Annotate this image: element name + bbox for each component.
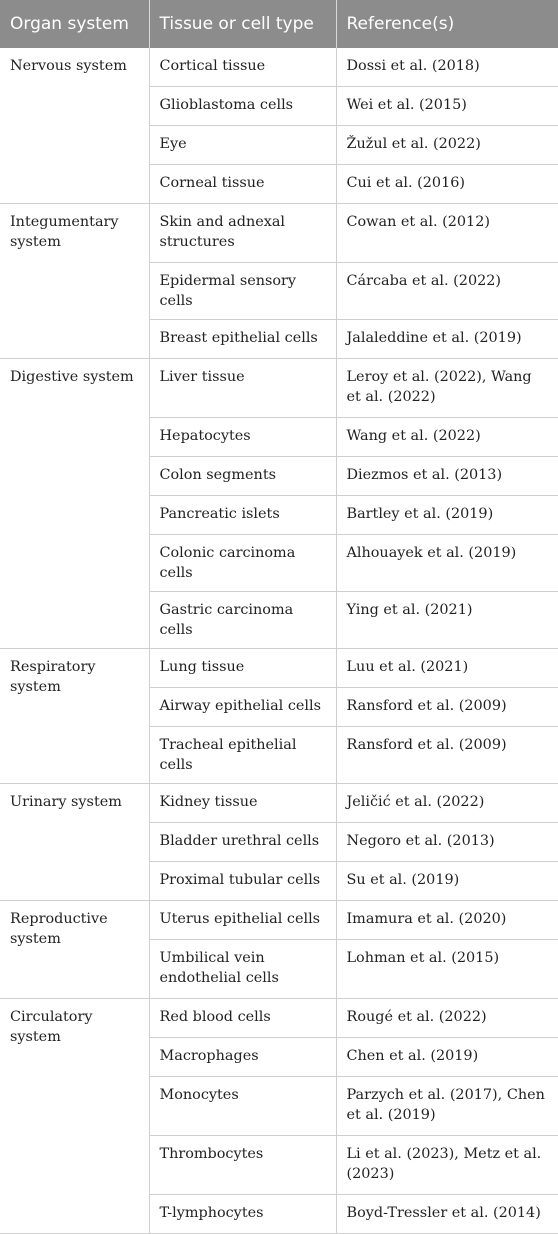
table-row: Respiratory system Lung tissue Luu et al. …: [0, 648, 558, 784]
table-row: Macrophages Chen et al. (2019): [0, 1037, 558, 1077]
tissue-cell: Cortical tissue: [148, 48, 336, 87]
table-row: Epidermal sensory cells Cárcaba et al. (2…: [0, 262, 558, 320]
reference-cell: Luu et al. (2021): [335, 648, 558, 688]
tissue-cell: Tracheal epithelial cells: [148, 726, 336, 784]
reference-cell: Chen et al. (2019): [335, 1037, 558, 1077]
table-row: Glioblastoma cells Wei et al. (2015): [0, 86, 558, 126]
reference-cell: Žužul et al. (2022): [335, 125, 558, 165]
reference-cell: Cowan et al. (2012): [335, 203, 558, 263]
tissue-cell: Liver tissue: [148, 358, 336, 418]
table-row: Gastric carcinoma cells Ying et al. (2021…: [0, 591, 558, 649]
tissue-cell: Uterus epithelial cells: [148, 900, 336, 940]
tissue-cell: Corneal tissue: [148, 164, 336, 204]
tissue-cell: Colonic carcinoma cells: [148, 534, 336, 592]
tissue-cell: Pancreatic islets: [148, 495, 336, 535]
table-row: Colonic carcinoma cells Alhouayek et al. …: [0, 534, 558, 592]
table-row: Digestive system Liver tissue Leroy et al.…: [0, 358, 558, 649]
tissue-cell: Lung tissue: [148, 648, 336, 688]
reference-cell: Negoro et al. (2013): [335, 822, 558, 862]
table-row: Bladder urethral cells Negoro et al. (201…: [0, 822, 558, 862]
organ-system-cell: Respiratory system: [0, 648, 149, 784]
tissue-cell: Proximal tubular cells: [148, 861, 336, 901]
tissue-cell: T-lymphocytes: [148, 1194, 336, 1234]
reference-cell: Leroy et al. (2022), Wang et al. (2022): [335, 358, 558, 418]
reference-cell: Wei et al. (2015): [335, 86, 558, 126]
reference-cell: Alhouayek et al. (2019): [335, 534, 558, 592]
reference-cell: Jalaleddine et al. (2019): [335, 319, 558, 359]
reference-cell: Li et al. (2023), Metz et al. (2023): [335, 1135, 558, 1195]
table-row: Monocytes Parzych et al. (2017), Chen et …: [0, 1076, 558, 1136]
reference-cell: Jeličić et al. (2022): [335, 783, 558, 823]
table-row: Colon segments Diezmos et al. (2013): [0, 456, 558, 496]
table-row: Hepatocytes Wang et al. (2022): [0, 417, 558, 457]
organ-system-cell: Reproductive system: [0, 900, 149, 999]
reference-cell: Wang et al. (2022): [335, 417, 558, 457]
reference-cell: Bartley et al. (2019): [335, 495, 558, 535]
reference-cell: Ying et al. (2021): [335, 591, 558, 649]
tissue-cell: Breast epithelial cells: [148, 319, 336, 359]
reference-cell: Rougé et al. (2022): [335, 998, 558, 1038]
organ-system-cell: Circulatory system: [0, 998, 149, 1234]
tissue-cell: Thrombocytes: [148, 1135, 336, 1195]
reference-cell: Su et al. (2019): [335, 861, 558, 901]
tissue-cell: Eye: [148, 125, 336, 165]
table-row: Proximal tubular cells Su et al. (2019): [0, 861, 558, 901]
organ-system-cell: Integumentary system: [0, 203, 149, 359]
organ-system-cell: Nervous system: [0, 48, 149, 204]
table-row: Eye Žužul et al. (2022): [0, 125, 558, 165]
tissue-cell: Colon segments: [148, 456, 336, 496]
reference-cell: Imamura et al. (2020): [335, 900, 558, 940]
table-row: Tracheal epithelial cells Ransford et al.…: [0, 726, 558, 784]
tissue-cell: Monocytes: [148, 1076, 336, 1136]
tissue-cell: Kidney tissue: [148, 783, 336, 823]
reference-cell: Ransford et al. (2009): [335, 687, 558, 727]
table-row: Integumentary system Skin and adnexal str…: [0, 203, 558, 359]
tissue-cell: Epidermal sensory cells: [148, 262, 336, 320]
reference-cell: Diezmos et al. (2013): [335, 456, 558, 496]
table-row: Pancreatic islets Bartley et al. (2019): [0, 495, 558, 535]
tissue-cell: Hepatocytes: [148, 417, 336, 457]
tissue-cell: Umbilical vein endothelial cells: [148, 939, 336, 999]
table-row: Umbilical vein endothelial cells Lohman e…: [0, 939, 558, 999]
tissue-cell: Skin and adnexal structures: [148, 203, 336, 263]
table-body: Nervous system Cortical tissue Dossi et al…: [0, 48, 558, 1234]
header-references: Reference(s): [335, 0, 558, 48]
tissue-cell: Glioblastoma cells: [148, 86, 336, 126]
table-header: Organ system Tissue or cell type Referen…: [0, 0, 558, 48]
table-row: Corneal tissue Cui et al. (2016): [0, 164, 558, 204]
table-row: Circulatory system Red blood cells Rougé e…: [0, 998, 558, 1234]
table-row: Breast epithelial cells Jalaleddine et al…: [0, 319, 558, 359]
tissue-cell: Airway epithelial cells: [148, 687, 336, 727]
header-tissue-or-cell-type: Tissue or cell type: [148, 0, 336, 48]
header-row: Organ system Tissue or cell type Referen…: [0, 0, 558, 48]
table-row: Nervous system Cortical tissue Dossi et al…: [0, 48, 558, 204]
table-row: Airway epithelial cells Ransford et al. (…: [0, 687, 558, 727]
reference-cell: Ransford et al. (2009): [335, 726, 558, 784]
reference-cell: Dossi et al. (2018): [335, 48, 558, 87]
tissue-cell: Gastric carcinoma cells: [148, 591, 336, 649]
table-row: Urinary system Kidney tissue Jeličić et al…: [0, 783, 558, 901]
organ-system-cell: Digestive system: [0, 358, 149, 649]
reference-cell: Parzych et al. (2017), Chen et al. (2019…: [335, 1076, 558, 1136]
tissue-cell: Macrophages: [148, 1037, 336, 1077]
reference-cell: Lohman et al. (2015): [335, 939, 558, 999]
header-organ-system: Organ system: [0, 0, 149, 48]
tissue-cell: Bladder urethral cells: [148, 822, 336, 862]
tissue-cell: Red blood cells: [148, 998, 336, 1038]
table-row: Reproductive system Uterus epithelial cel…: [0, 900, 558, 999]
reference-cell: Cui et al. (2016): [335, 164, 558, 204]
reference-cell: Boyd-Tressler et al. (2014): [335, 1194, 558, 1234]
organ-system-cell: Urinary system: [0, 783, 149, 901]
reference-cell: Cárcaba et al. (2022): [335, 262, 558, 320]
